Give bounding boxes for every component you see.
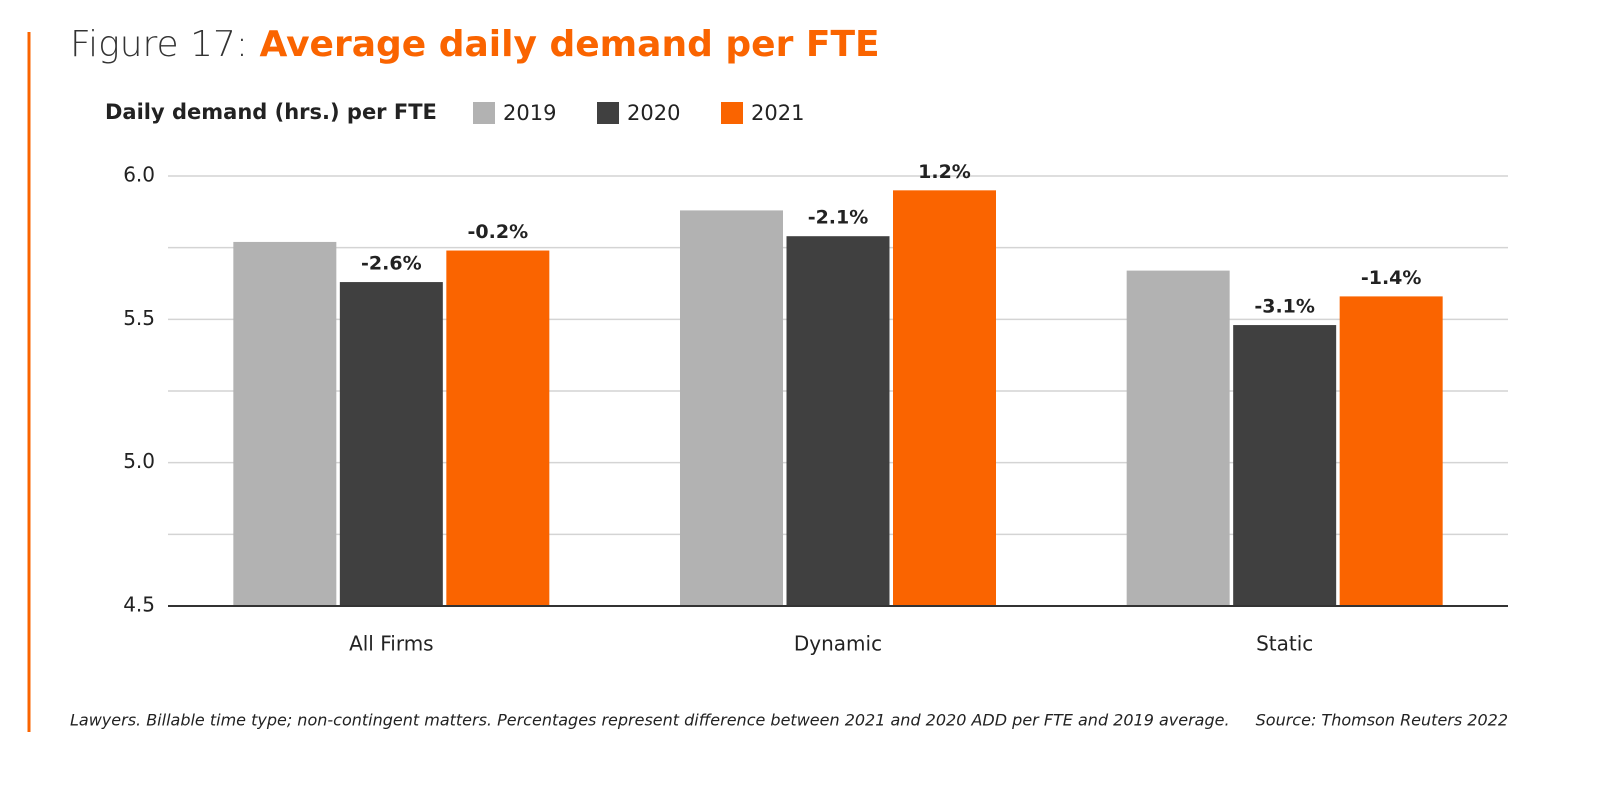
bar-annotation: -2.6% [361,253,422,275]
legend-label: 2020 [627,101,680,125]
bar-annotation: -0.2% [468,221,529,243]
bar-annotation: 1.2% [918,161,971,183]
legend-label: 2021 [751,101,804,125]
bar [233,241,337,606]
y-tick-label: 4.5 [123,593,155,617]
title-main: Average daily demand per FTE [260,24,880,65]
x-tick-label: Dynamic [794,632,882,656]
x-tick-label: All Firms [349,632,434,656]
bar [1126,270,1230,606]
chart-title: Figure 17: Average daily demand per FTE [70,24,880,65]
legend-title: Daily demand (hrs.) per FTE [105,100,437,124]
legend-swatch [473,102,495,124]
x-tick-label: Static [1256,632,1313,656]
bar-annotation: -1.4% [1361,267,1422,289]
source: Source: Thomson Reuters 2022 [1256,711,1508,730]
bar [1233,325,1337,606]
bar-annotation: -3.1% [1254,296,1315,318]
legend-label: 2019 [503,101,556,125]
legend-swatch [721,102,743,124]
bar [786,236,890,606]
y-tick-label: 5.5 [123,306,155,330]
bar [339,282,443,606]
title-prefix: Figure 17: [70,24,248,65]
bar-annotation: -2.1% [808,207,869,229]
bar [893,190,996,607]
bar [1339,296,1443,606]
y-tick-label: 6.0 [123,163,155,187]
footnote: Lawyers. Billable time type; non-conting… [70,711,1230,730]
bar [446,250,550,607]
y-tick-label: 5.0 [123,449,155,473]
legend-swatch [597,102,619,124]
bar [680,210,783,606]
